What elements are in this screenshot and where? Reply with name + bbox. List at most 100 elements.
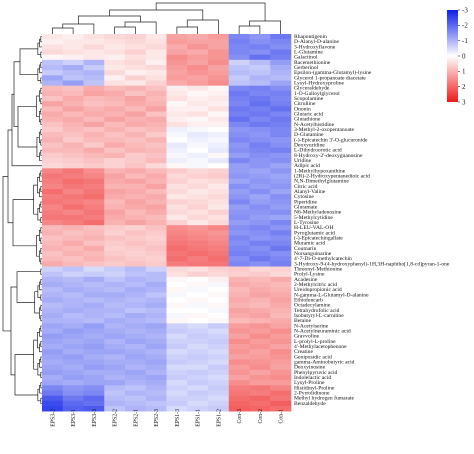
- heatmap-cell: [145, 173, 167, 179]
- dendrogram-branch: [40, 325, 42, 332]
- heatmap-cell: [62, 292, 84, 298]
- dendrogram-branch: [40, 51, 42, 58]
- dendrogram-branch: [155, 2, 266, 21]
- heatmap-cell: [208, 251, 230, 257]
- heatmap-cell: [145, 147, 167, 154]
- heatmap-cell: [42, 400, 64, 407]
- heatmap-cell: [42, 142, 64, 148]
- heatmap-cell: [145, 127, 167, 133]
- heatmap-cell: [125, 375, 147, 381]
- heatmap-cell: [228, 271, 250, 278]
- heatmap-cell: [145, 225, 167, 231]
- heatmap-cell: [62, 168, 84, 174]
- heatmap-cell: [145, 256, 167, 262]
- heatmap-cell: [249, 344, 271, 350]
- heatmap-cell: [166, 189, 188, 195]
- heatmap-cell: [208, 34, 230, 40]
- heatmap-cell: [166, 235, 188, 241]
- heatmap-cell: [166, 369, 188, 376]
- heatmap-cell: [166, 400, 188, 407]
- heatmap-cell: [42, 96, 64, 102]
- row-label: L-Glutamine: [294, 50, 323, 56]
- heatmap-cell: [145, 323, 167, 329]
- heatmap-cell: [125, 147, 147, 154]
- heatmap-cell: [125, 406, 147, 412]
- heatmap-cell: [62, 96, 84, 102]
- heatmap-cell: [208, 158, 230, 164]
- heatmap-cell: [166, 163, 188, 169]
- dendrogram-branch: [14, 354, 38, 396]
- heatmap-cell: [228, 359, 250, 365]
- heatmap-cell: [125, 390, 147, 396]
- heatmap-cell: [208, 287, 230, 293]
- heatmap-cell: [166, 34, 188, 40]
- heatmap-cell: [62, 142, 84, 148]
- heatmap-cell: [104, 400, 126, 407]
- heatmap-cell: [187, 85, 209, 92]
- heatmap-cell: [42, 54, 64, 61]
- color-legend: -3 -2 -1 0 1 2 3: [447, 6, 468, 106]
- heatmap-cell: [125, 400, 147, 407]
- heatmap-cell: [270, 75, 292, 81]
- heatmap-cell: [42, 307, 64, 314]
- heatmap-cell: [62, 183, 84, 190]
- heatmap-cell: [249, 318, 271, 324]
- heatmap-cell: [228, 313, 250, 319]
- heatmap-cell: [145, 65, 167, 71]
- heatmap-cell: [83, 158, 105, 164]
- heatmap-cell: [166, 328, 188, 334]
- heatmap-cell: [166, 375, 188, 381]
- heatmap-cell: [208, 271, 230, 278]
- dendrogram-branch: [40, 268, 42, 275]
- heatmap-cell: [166, 380, 188, 386]
- heatmap-cell: [166, 271, 188, 278]
- heatmap-cell: [249, 297, 271, 303]
- heatmap-cell: [104, 245, 126, 252]
- heatmap-cell: [208, 256, 230, 262]
- heatmap-cell: [62, 49, 84, 55]
- heatmap-cell: [208, 152, 230, 159]
- heatmap-cell: [270, 338, 292, 345]
- heatmap-cell: [104, 266, 126, 272]
- heatmap-cell: [249, 406, 271, 412]
- heatmap-cell: [104, 173, 126, 179]
- heatmap-cell: [125, 168, 147, 174]
- heatmap-cell: [42, 225, 64, 231]
- heatmap-cell: [62, 54, 84, 61]
- heatmap-cell: [125, 194, 147, 200]
- heatmap-cell: [208, 333, 230, 340]
- heatmap-cell: [270, 163, 292, 169]
- heatmap-cell: [228, 220, 250, 226]
- heatmap-cell: [104, 230, 126, 236]
- heatmap-cell: [208, 85, 230, 92]
- heatmap-cell: [166, 54, 188, 61]
- heatmap-cell: [42, 137, 64, 143]
- heatmap-cell: [228, 245, 250, 252]
- heatmap-cell: [83, 85, 105, 92]
- heatmap-cell: [228, 111, 250, 117]
- heatmap-cell: [208, 96, 230, 102]
- heatmap-cell: [187, 106, 209, 112]
- heatmap-cell: [145, 168, 167, 174]
- heatmap-cell: [187, 158, 209, 164]
- heatmap-cell: [62, 194, 84, 200]
- heatmap-cell: [228, 318, 250, 324]
- heatmap-cell: [62, 359, 84, 365]
- heatmap-cell: [42, 328, 64, 334]
- heatmap-cell: [270, 49, 292, 55]
- heatmap-cell: [249, 194, 271, 200]
- heatmap-cell: [166, 395, 188, 402]
- heatmap-cell: [208, 338, 230, 345]
- color-legend-ticks: -3 -2 -1 0 1 2 3: [458, 6, 468, 106]
- heatmap-cell: [104, 101, 126, 107]
- row-label: Prolyl-Lysine: [294, 272, 325, 278]
- heatmap-cell: [83, 307, 105, 314]
- heatmap-cell: [42, 380, 64, 386]
- heatmap-cell: [83, 59, 105, 66]
- heatmap-cell: [249, 292, 271, 298]
- heatmap-cell: [249, 380, 271, 386]
- heatmap-cell: [187, 230, 209, 236]
- heatmap-cell: [249, 121, 271, 128]
- heatmap-cell: [42, 276, 64, 283]
